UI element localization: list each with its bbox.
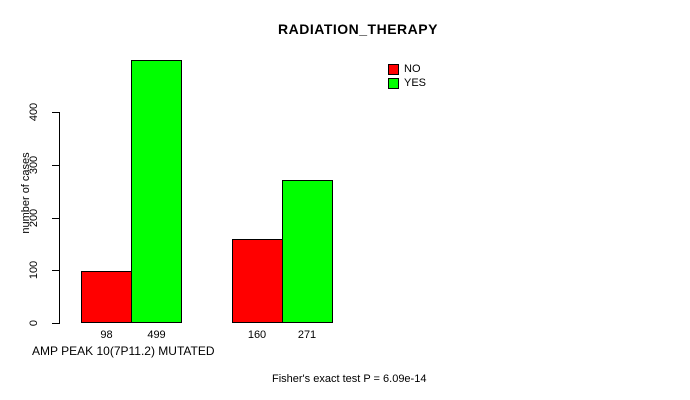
bar-value-label: 499 <box>147 329 166 341</box>
x-axis-label: AMP PEAK 10(7P11.2) MUTATED <box>32 344 215 358</box>
y-axis-tick-label: 200 <box>28 208 40 228</box>
y-axis-tick-label: 400 <box>28 102 40 122</box>
bar-no-group2 <box>231 239 283 323</box>
legend-item-yes: YES <box>388 77 426 89</box>
legend-swatch-yes-icon <box>388 77 399 89</box>
bar-yes-group1 <box>131 60 182 323</box>
y-axis-tick <box>52 270 59 271</box>
legend-label-yes: YES <box>404 77 427 89</box>
y-axis-tick-label: 100 <box>28 260 40 280</box>
bar-value-label: 160 <box>247 329 267 341</box>
y-axis-tick <box>52 112 59 113</box>
chart-title: RADIATION_THERAPY <box>278 21 438 37</box>
y-axis-tick-label: 300 <box>28 155 40 175</box>
bar-value-label: 98 <box>100 329 113 341</box>
bar-yes-group2 <box>281 180 333 323</box>
y-axis-tick <box>52 323 59 324</box>
legend-swatch-no-icon <box>388 63 399 75</box>
y-axis-line <box>59 112 60 324</box>
pvalue-annotation: Fisher's exact test P = 6.09e-14 <box>272 373 427 385</box>
bar-no-group1 <box>81 271 132 323</box>
y-axis-tick-label: 0 <box>28 319 40 327</box>
y-axis-tick <box>52 218 59 219</box>
y-axis-tick <box>52 165 59 166</box>
legend: NO YES <box>388 63 426 89</box>
bar-value-label: 271 <box>297 329 317 341</box>
legend-item-no: NO <box>388 63 426 75</box>
legend-label-no: NO <box>404 63 421 75</box>
